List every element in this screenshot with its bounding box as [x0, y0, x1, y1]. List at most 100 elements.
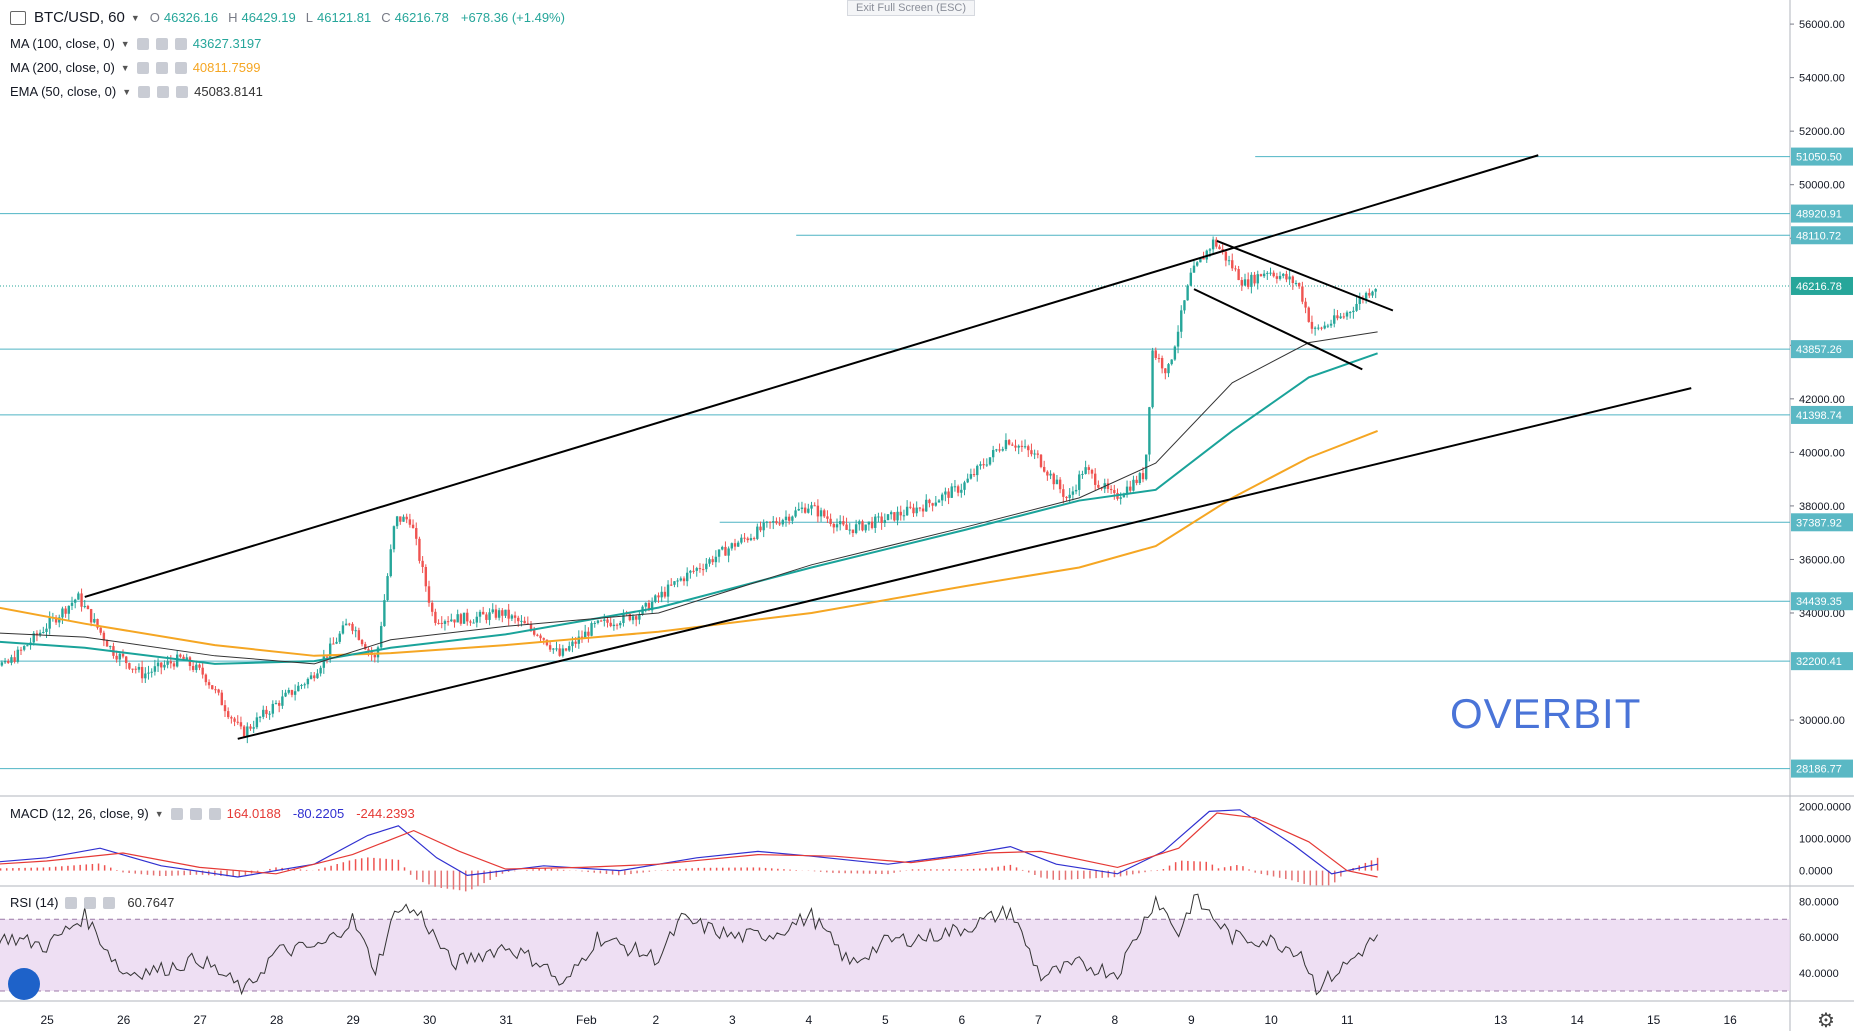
candle-body — [86, 606, 90, 610]
chevron-down-icon[interactable]: ▼ — [122, 86, 132, 97]
candle-body — [220, 692, 224, 706]
ma200-label[interactable]: MA (200, close, 0) — [10, 60, 115, 75]
ema50-label[interactable]: EMA (50, close, 0) — [10, 84, 117, 99]
candle-body — [1125, 486, 1129, 495]
macd-line — [0, 809, 1378, 878]
candle-body — [239, 722, 243, 727]
candle-body — [1004, 440, 1008, 450]
candle-body — [424, 567, 428, 587]
candle-body — [494, 609, 498, 618]
candle-body — [1020, 445, 1024, 447]
candle-body — [415, 528, 418, 539]
candle-body — [657, 595, 660, 598]
candle-body — [1027, 446, 1030, 451]
price-mark-label: 28186.77 — [1796, 764, 1842, 776]
candle-body — [328, 643, 332, 658]
x-tick-label: 25 — [41, 1013, 55, 1027]
candle-body — [475, 616, 479, 623]
ma200-legend[interactable]: MA (200, close, 0) ▼ 40811.7599 — [10, 60, 260, 75]
chevron-down-icon[interactable]: ▼ — [120, 38, 130, 49]
symbol-legend[interactable]: BTC/USD, 60 ▼ O 46326.16 H 46429.19 L 46121… — [10, 9, 565, 26]
candle-body — [768, 521, 772, 523]
symbol-label[interactable]: BTC/USD, 60 — [34, 9, 125, 26]
candle-body — [969, 474, 973, 479]
candle-body — [83, 606, 86, 608]
close-icon[interactable] — [208, 807, 221, 820]
candle-body — [1285, 273, 1288, 280]
ma100-label[interactable]: MA (100, close, 0) — [10, 36, 115, 51]
ema50-value: 45083.8141 — [194, 84, 263, 99]
ema50-legend[interactable]: EMA (50, close, 0) ▼ 45083.8141 — [10, 84, 263, 99]
chevron-down-icon[interactable]: ▼ — [154, 808, 164, 819]
candle-body — [794, 510, 797, 517]
price-mark-box — [1791, 226, 1853, 245]
candle-body — [1042, 466, 1046, 472]
macd-label[interactable]: MACD (12, 26, close, 9) — [10, 806, 149, 821]
close-icon[interactable] — [174, 37, 187, 50]
settings-icon[interactable] — [84, 896, 97, 909]
candle-body — [561, 648, 565, 656]
candle-body — [749, 538, 753, 541]
settings-icon[interactable] — [189, 807, 202, 820]
candle-body — [134, 668, 137, 670]
close-icon[interactable] — [176, 85, 189, 98]
menu-icon[interactable] — [10, 10, 26, 25]
candle-body — [727, 548, 730, 556]
ma100-legend[interactable]: MA (100, close, 0) ▼ 43627.3197 — [10, 36, 261, 51]
chevron-down-icon[interactable]: ▼ — [120, 62, 130, 73]
candle-body — [466, 612, 469, 622]
candle-body — [501, 610, 504, 616]
rsi-label[interactable]: RSI (14) — [10, 895, 59, 910]
candle-body — [214, 689, 217, 691]
candle-body — [411, 524, 415, 529]
candle-body — [705, 563, 708, 570]
visibility-icon[interactable] — [136, 37, 149, 50]
rsi-legend[interactable]: RSI (14) 60.7647 — [10, 895, 174, 910]
visibility-icon[interactable] — [170, 807, 183, 820]
high-key: H — [228, 10, 238, 25]
candle-body — [169, 661, 173, 664]
exit-fullscreen-button[interactable]: Exit Full Screen (ESC) — [847, 0, 976, 16]
candle-body — [1227, 260, 1231, 262]
candle-body — [246, 726, 249, 737]
candle-body — [198, 664, 201, 668]
candle-body — [38, 632, 42, 636]
macd-legend[interactable]: MACD (12, 26, close, 9) ▼ 164.0188 -80.2… — [10, 806, 415, 821]
candle-body — [42, 632, 45, 634]
close-icon[interactable] — [103, 896, 116, 909]
candle-body — [140, 666, 144, 679]
macd-tick-label: 2000.0000 — [1799, 802, 1851, 814]
candle-body — [313, 675, 316, 679]
candle-body — [867, 521, 871, 525]
candle-body — [1017, 445, 1020, 448]
x-tick-label: 27 — [194, 1013, 208, 1027]
x-tick-label: 8 — [1112, 1013, 1119, 1027]
candle-body — [418, 538, 421, 561]
candle-body — [558, 648, 561, 656]
settings-icon[interactable] — [155, 37, 168, 50]
candle-body — [845, 524, 848, 530]
gear-icon[interactable]: ⚙ — [1817, 1010, 1835, 1032]
settings-icon[interactable] — [157, 85, 170, 98]
candle-body — [462, 612, 466, 624]
candle-body — [1323, 325, 1326, 329]
chevron-down-icon[interactable]: ▼ — [130, 12, 140, 23]
candle-body — [1237, 269, 1240, 281]
candle-body — [548, 645, 552, 650]
candle-body — [1272, 272, 1275, 277]
candle-body — [1208, 249, 1212, 251]
settings-icon[interactable] — [155, 61, 168, 74]
candle-body — [931, 503, 934, 506]
visibility-icon[interactable] — [136, 61, 149, 74]
candle-body — [634, 616, 638, 620]
visibility-icon[interactable] — [65, 896, 78, 909]
candle-body — [102, 632, 106, 641]
candle-body — [692, 570, 695, 572]
candle-body — [16, 649, 20, 662]
close-icon[interactable] — [174, 61, 187, 74]
candle-body — [223, 705, 227, 712]
candle-body — [816, 505, 820, 517]
candle-body — [1301, 286, 1304, 302]
visibility-icon[interactable] — [138, 85, 151, 98]
